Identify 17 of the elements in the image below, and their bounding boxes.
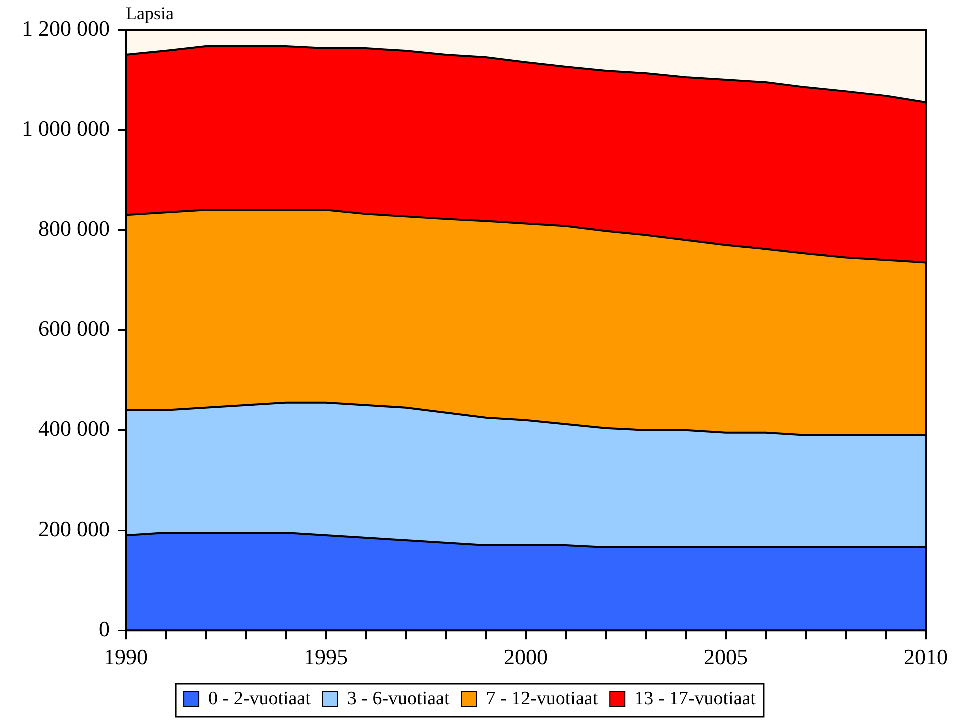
y-tick-label: 1 200 000	[22, 16, 110, 41]
y-tick-label: 400 000	[38, 416, 110, 442]
x-tick-label: 1995	[304, 644, 348, 670]
legend-label: 13 - 17-vuotiaat	[634, 688, 757, 710]
y-tick-label: 200 000	[38, 516, 110, 542]
legend-label: 7 - 12-vuotiaat	[486, 688, 599, 710]
x-tick-label: 2010	[904, 644, 948, 670]
y-tick-label: 600 000	[38, 316, 110, 342]
y-axis-title: Lapsia	[126, 4, 174, 24]
y-tick-label: 0	[99, 616, 110, 642]
legend-label: 3 - 6-vuotiaat	[347, 688, 450, 710]
x-tick-label: 1990	[104, 644, 148, 670]
legend-label: 0 - 2-vuotiaat	[208, 688, 312, 710]
y-tick-label: 800 000	[38, 216, 110, 241]
y-tick-label: 1 000 000	[22, 116, 110, 141]
x-tick-label: 2000	[504, 644, 548, 670]
x-tick-label: 2005	[704, 644, 748, 670]
